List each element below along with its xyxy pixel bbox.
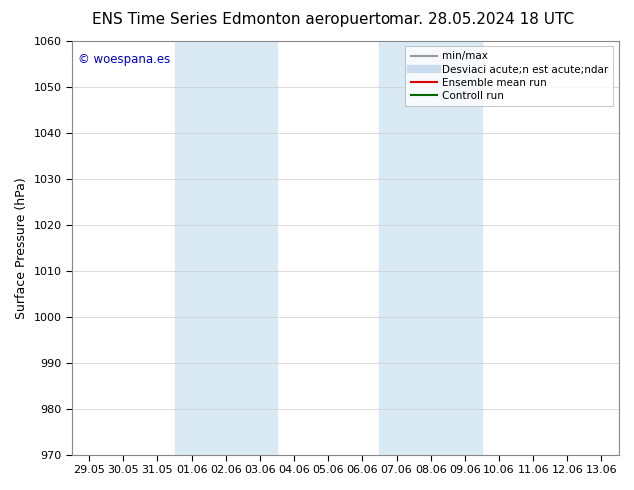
- Text: ENS Time Series Edmonton aeropuerto: ENS Time Series Edmonton aeropuerto: [92, 12, 390, 27]
- Bar: [380, 41, 482, 455]
- Y-axis label: Surface Pressure (hPa): Surface Pressure (hPa): [15, 177, 28, 318]
- Bar: [174, 41, 277, 455]
- Text: mar. 28.05.2024 18 UTC: mar. 28.05.2024 18 UTC: [389, 12, 574, 27]
- Legend: min/max, Desviaci acute;n est acute;ndar, Ensemble mean run, Controll run: min/max, Desviaci acute;n est acute;ndar…: [405, 46, 613, 106]
- Text: © woespana.es: © woespana.es: [77, 53, 170, 67]
